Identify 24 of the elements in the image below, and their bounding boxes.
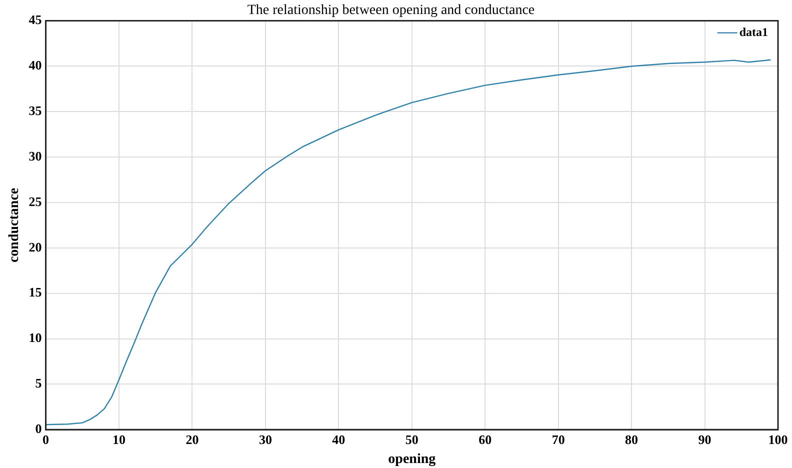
y-axis-title: conductance — [7, 188, 22, 263]
x-tick-label: 60 — [478, 432, 492, 447]
y-tick-label: 30 — [28, 148, 42, 164]
y-tick-label: 10 — [28, 330, 42, 346]
x-tick-label: 30 — [258, 432, 272, 447]
y-tick-label: 25 — [28, 194, 42, 209]
x-tick-label: 50 — [405, 432, 418, 447]
x-tick-label: 20 — [186, 432, 199, 447]
y-tick-label: 5 — [35, 376, 42, 391]
y-tick-label: 0 — [35, 420, 42, 436]
legend-label: data1 — [739, 24, 768, 39]
y-tick-label: 45 — [28, 12, 42, 28]
x-tick-label: 90 — [698, 432, 712, 447]
y-tick-label: 20 — [28, 239, 42, 254]
x-axis-title: opening — [388, 452, 436, 468]
x-tick-label: 10 — [112, 432, 126, 447]
x-tick-label: 100 — [768, 432, 788, 447]
chart-title: The relationship between opening and conductance — [247, 3, 535, 18]
y-tick-label: 15 — [28, 284, 42, 300]
y-tick-label: 35 — [28, 103, 42, 118]
x-tick-label: 70 — [552, 432, 565, 447]
y-tick-label: 40 — [28, 58, 42, 73]
x-tick-label: 40 — [332, 432, 346, 447]
x-tick-label: 80 — [625, 432, 638, 447]
